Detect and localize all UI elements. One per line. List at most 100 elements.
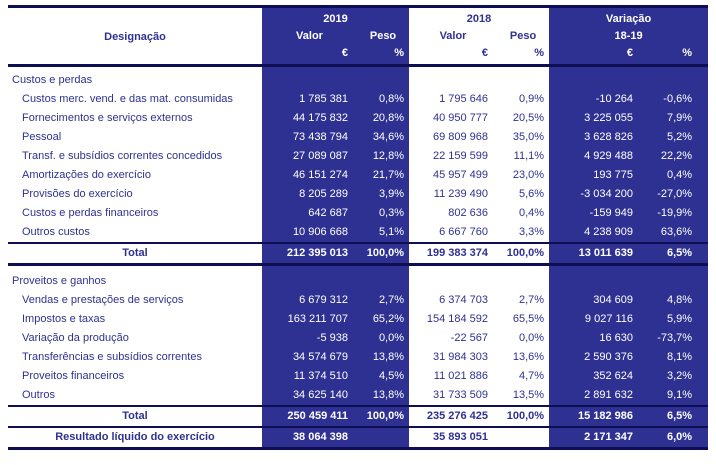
table-body: Custos e perdas Custos merc. vend. e das… (8, 65, 709, 450)
peso-2019: 5,1% (357, 223, 410, 243)
table-row: Pessoal 73 438 794 34,6% 69 809 968 35,0… (8, 128, 709, 147)
row-label: Outros custos (22, 226, 90, 238)
value-2019: 46 151 274 (262, 166, 357, 185)
peso-2019: 34,6% (357, 128, 410, 147)
variacao-percent: -19,9% (642, 204, 709, 223)
row-label: Pessoal (22, 131, 62, 143)
value-2018: 40 950 777 (409, 109, 498, 128)
table-row: Custos e perdas financeiros 642 687 0,3%… (8, 204, 709, 223)
unit-euro-variacao: € (549, 45, 643, 67)
value-2019: 73 438 794 (262, 128, 357, 147)
peso-2018: 20,5% (497, 109, 550, 128)
peso-2019: 13,8% (357, 348, 410, 367)
peso-2019: 3,9% (357, 185, 410, 204)
unit-euro-2019: € (262, 45, 357, 67)
variacao-value: 4 238 909 (549, 223, 643, 243)
peso-2019: 4,5% (357, 367, 410, 386)
peso-2019: 2,7% (357, 291, 410, 310)
unit-percent-2018: % (497, 45, 550, 67)
peso-2019: 65,2% (357, 310, 410, 329)
table-row: Fornecimentos e serviços externos 44 175… (8, 109, 709, 128)
peso-2018: 65,5% (497, 310, 550, 329)
peso-2018: 13,6% (497, 348, 550, 367)
year-2018-header: 2018 (409, 6, 550, 28)
variacao-percent: 0,4% (642, 166, 709, 185)
variacao-percent: 63,6% (642, 223, 709, 243)
value-2018: 11 021 886 (409, 367, 498, 386)
value-2018: 11 239 490 (409, 185, 498, 204)
value-2019: 44 175 832 (262, 109, 357, 128)
table-row: Provisões do exercício 8 205 289 3,9% 11… (8, 185, 709, 204)
peso-2018: 2,7% (497, 291, 550, 310)
peso-2019: 13,8% (357, 386, 410, 406)
value-2018: 69 809 968 (409, 128, 498, 147)
value-2019: 27 089 087 (262, 147, 357, 166)
total-peso-2019: 100,0% (357, 242, 410, 266)
variacao-percent: 22,2% (642, 147, 709, 166)
table-row: Transf. e subsídios correntes concedidos… (8, 147, 709, 166)
empty-cell (262, 264, 410, 291)
total-variacao-value: 13 011 639 (549, 242, 643, 266)
variacao-percent: -27,0% (642, 185, 709, 204)
value-2019: 8 205 289 (262, 185, 357, 204)
total-variacao-percent: 6,5% (642, 242, 709, 266)
value-2019: 1 785 381 (262, 90, 357, 109)
value-2018: 6 667 760 (409, 223, 498, 243)
value-2018: 154 184 592 (409, 310, 498, 329)
peso-2018-header: Peso (497, 28, 550, 45)
peso-2018: 0,9% (497, 90, 550, 109)
net-result-variacao: 2 171 347 (549, 427, 643, 450)
value-2019: 163 211 707 (262, 310, 357, 329)
row-label: Impostos e taxas (22, 313, 106, 325)
variacao-value: 193 775 (549, 166, 643, 185)
variacao-value: 3 225 055 (549, 109, 643, 128)
net-result-2018: 35 893 051 (409, 427, 498, 450)
table-row: Outros custos 10 906 668 5,1% 6 667 760 … (8, 223, 709, 243)
table-row: Impostos e taxas 163 211 707 65,2% 154 1… (8, 310, 709, 329)
table-row: Variação da produção -5 938 0,0% -22 567… (8, 329, 709, 348)
income-statement-table: Designação 2019 2018 Variação Valor Peso… (8, 5, 709, 450)
empty-cell (549, 65, 709, 90)
table-row: Transferências e subsídios correntes 34 … (8, 348, 709, 367)
valor-2019-header: Valor (262, 28, 357, 45)
variacao-percent: -0,6% (642, 90, 709, 109)
variacao-percent: 5,9% (642, 310, 709, 329)
variacao-value: 2 590 376 (549, 348, 643, 367)
value-2018: 45 957 499 (409, 166, 498, 185)
row-label: Provisões do exercício (22, 188, 133, 200)
row-label: Transf. e subsídios correntes concedidos (22, 150, 223, 162)
variacao-percent: 3,2% (642, 367, 709, 386)
total-row-proveitos: Total 250 459 411 100,0% 235 276 425 100… (8, 405, 709, 428)
variacao-percent: 8,1% (642, 348, 709, 367)
peso-2019: 21,7% (357, 166, 410, 185)
variacao-percent: 4,8% (642, 291, 709, 310)
peso-2019: 0,0% (357, 329, 410, 348)
table-row: Amortizações do exercício 46 151 274 21,… (8, 166, 709, 185)
financial-statement-page: Designação 2019 2018 Variação Valor Peso… (8, 5, 709, 450)
table-row: Proveitos financeiros 11 374 510 4,5% 11… (8, 367, 709, 386)
row-label: Variação da produção (22, 332, 129, 344)
empty-cell (409, 65, 550, 90)
value-2018: 6 374 703 (409, 291, 498, 310)
total-variacao-percent: 6,5% (642, 405, 709, 428)
empty-cell (497, 427, 550, 450)
value-2019: 642 687 (262, 204, 357, 223)
value-2018: 802 636 (409, 204, 498, 223)
variacao-value: 304 609 (549, 291, 643, 310)
peso-2019: 0,8% (357, 90, 410, 109)
row-label: Outros (22, 389, 56, 401)
net-result-label: Resultado líquido do exercício (8, 427, 262, 450)
row-label: Custos merc. vend. e das mat. consumidas (22, 93, 233, 105)
empty-cell (409, 264, 550, 291)
unit-percent-2019: % (357, 45, 410, 67)
value-2019: 34 574 679 (262, 348, 357, 367)
total-peso-2018: 100,0% (497, 405, 550, 428)
header-subcolumn-row: Valor Peso Valor Peso 18-19 (8, 28, 709, 45)
variacao-header: Variação (549, 6, 709, 28)
total-row-custos: Total 212 395 013 100,0% 199 383 374 100… (8, 242, 709, 266)
total-label: Total (8, 405, 262, 428)
peso-2019: 0,3% (357, 204, 410, 223)
header-unit-row: € % € % € % (8, 45, 709, 67)
year-2019-header: 2019 (262, 6, 410, 28)
net-result-variacao-percent: 6,0% (642, 427, 709, 450)
